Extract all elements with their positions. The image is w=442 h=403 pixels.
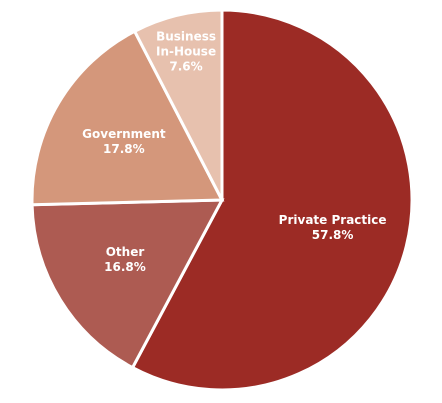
category-label: Business In-House	[155, 29, 217, 59]
pie-slice	[30, 29, 225, 207]
value-label: 17.8%	[103, 141, 145, 156]
category-label: Other	[105, 244, 145, 259]
value-label: 16.8%	[104, 259, 146, 274]
slice-label: Government 17.8%	[82, 127, 165, 157]
category-label: Private Practice	[278, 212, 387, 227]
value-label: 7.6%	[169, 59, 203, 74]
pie-slice	[132, 8, 224, 201]
category-label: Government	[82, 126, 166, 141]
slice-label: Business In-House 7.6%	[156, 30, 216, 75]
value-label: 57.8%	[311, 227, 354, 242]
pie-slice	[130, 8, 414, 392]
slice-label: Private Practice 57.8%	[279, 213, 387, 243]
pie-slice	[30, 198, 225, 370]
slice-label: Other 16.8%	[104, 245, 146, 275]
